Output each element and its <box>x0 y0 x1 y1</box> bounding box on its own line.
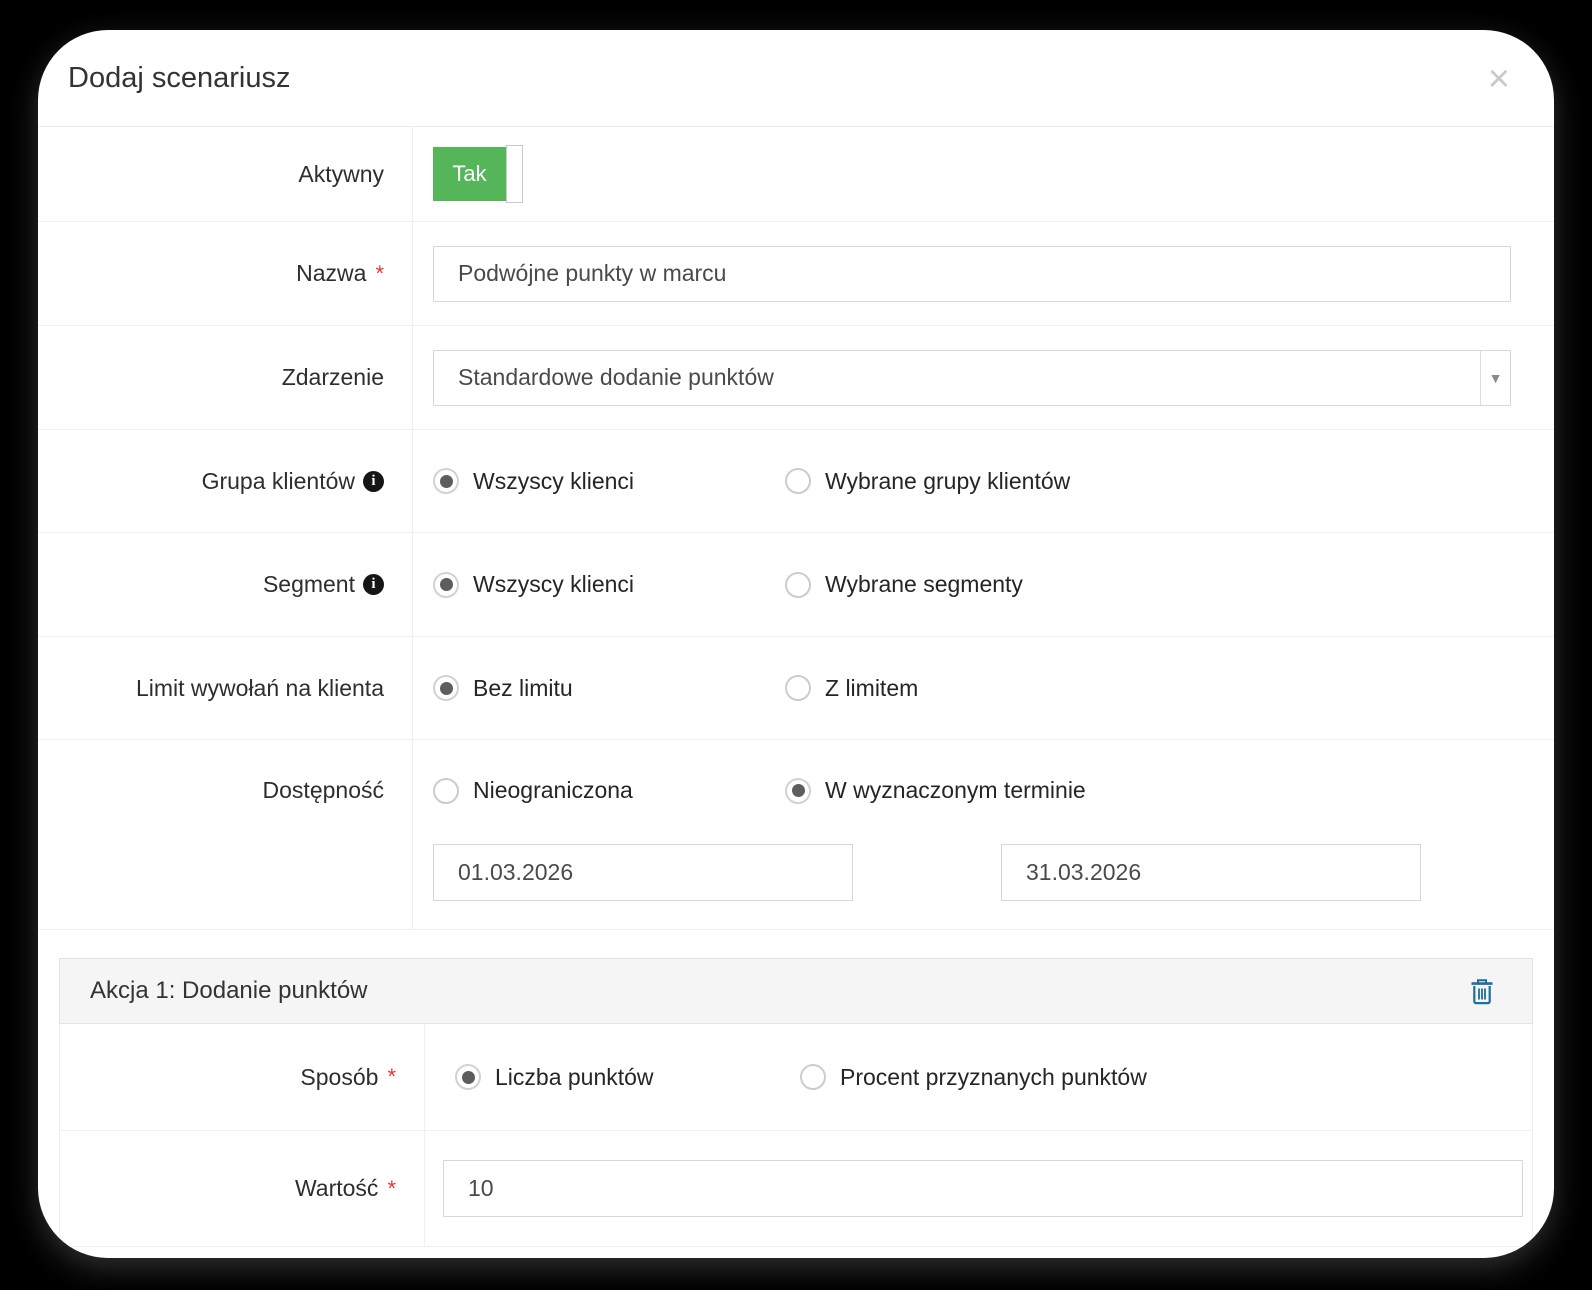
form-row-dostepnosc: Dostępność Nieograniczona W wyznaczonym … <box>38 740 1554 930</box>
action-row-wartosc: Wartość * <box>60 1131 1532 1247</box>
nazwa-input[interactable] <box>433 245 1511 302</box>
action-row-sposob: Sposób * Liczba punktów Procent przyznan… <box>60 1024 1532 1131</box>
action-table: Sposób * Liczba punktów Procent przyznan… <box>59 1024 1533 1247</box>
toggle-on-label: Tak <box>433 147 506 201</box>
radio-segment-wszyscy-klienci[interactable]: Wszyscy klienci <box>433 571 785 598</box>
radio-label: Wybrane segmenty <box>825 571 1023 597</box>
radio-w-wyznaczonym-terminie[interactable]: W wyznaczonym terminie <box>785 777 1086 804</box>
nazwa-label: Nazwa * <box>38 222 413 325</box>
radio-button-selected[interactable] <box>785 777 811 804</box>
action-header: Akcja 1: Dodanie punktów <box>59 958 1533 1024</box>
form-row-grupa-klientow: Grupa klientów i Wszyscy klienci Wybrane… <box>38 430 1554 533</box>
radio-label: Bez limitu <box>473 674 573 701</box>
radio-button[interactable] <box>785 675 811 701</box>
radio-nieograniczona[interactable]: Nieograniczona <box>433 777 785 804</box>
required-asterisk: * <box>375 260 384 286</box>
radio-procent-przyznanych-punktow[interactable]: Procent przyznanych punktów <box>800 1064 1147 1091</box>
wartosc-input[interactable] <box>443 1160 1523 1217</box>
radio-label: Wszyscy klienci <box>473 467 635 494</box>
radio-button-selected[interactable] <box>433 571 459 598</box>
wartosc-label: Wartość * <box>60 1131 425 1246</box>
nazwa-label-text: Nazwa <box>296 260 367 286</box>
radio-label: Liczba punktów <box>495 1063 654 1090</box>
radio-button[interactable] <box>785 571 811 598</box>
grupa-klientow-label-text: Grupa klientów <box>201 467 355 494</box>
radio-wybrane-segmenty[interactable]: Wybrane segmenty <box>785 571 1023 598</box>
sposob-label-text: Sposób <box>300 1063 379 1090</box>
action-section: Akcja 1: Dodanie punktów Sposób * <box>59 958 1533 1247</box>
radio-button-selected[interactable] <box>455 1064 481 1090</box>
segment-label: Segment i <box>38 533 413 636</box>
date-from-input[interactable] <box>433 844 853 901</box>
grupa-klientow-label: Grupa klientów i <box>38 430 413 532</box>
radio-label: Wszyscy klienci <box>473 571 635 597</box>
info-icon[interactable]: i <box>363 574 384 595</box>
chevron-down-icon: ▼ <box>1480 350 1510 405</box>
aktywny-label: Aktywny <box>38 127 413 221</box>
dostepnosc-label-text: Dostępność <box>262 777 384 803</box>
radio-button-selected[interactable] <box>433 468 459 494</box>
radio-label: Procent przyznanych punktów <box>840 1063 1147 1090</box>
action-header-title: Akcja 1: Dodanie punktów <box>90 977 368 1004</box>
radio-button-selected[interactable] <box>433 675 459 701</box>
zdarzenie-label: Zdarzenie <box>38 326 413 429</box>
form-row-aktywny: Aktywny Tak <box>38 127 1554 222</box>
modal-title: Dodaj scenariusz <box>68 61 291 94</box>
section-spacer <box>38 930 1554 958</box>
modal-header: Dodaj scenariusz × <box>38 30 1554 127</box>
aktywny-label-text: Aktywny <box>298 160 384 187</box>
info-icon[interactable]: i <box>363 470 384 492</box>
radio-wybrane-grupy-klientow[interactable]: Wybrane grupy klientów <box>785 468 1070 495</box>
form-row-limit-wywolan: Limit wywołań na klienta Bez limitu Z li… <box>38 637 1554 740</box>
radio-z-limitem[interactable]: Z limitem <box>785 675 918 702</box>
close-icon[interactable]: × <box>1487 58 1510 100</box>
radio-label: Wybrane grupy klientów <box>825 467 1071 494</box>
form-row-segment: Segment i Wszyscy klienci Wybrane segmen… <box>38 533 1554 637</box>
zdarzenie-label-text: Zdarzenie <box>281 364 384 390</box>
date-to-input[interactable] <box>1001 844 1421 901</box>
radio-button[interactable] <box>785 468 811 494</box>
zdarzenie-select[interactable]: Standardowe dodanie punktów ▼ <box>433 349 1511 406</box>
radio-label: W wyznaczonym terminie <box>825 777 1086 803</box>
radio-label: Z limitem <box>825 674 919 701</box>
zdarzenie-selected-value: Standardowe dodanie punktów <box>458 364 774 390</box>
form-row-zdarzenie: Zdarzenie Standardowe dodanie punktów ▼ <box>38 326 1554 430</box>
radio-label: Nieograniczona <box>473 777 633 803</box>
radio-liczba-punktow[interactable]: Liczba punktów <box>455 1064 800 1091</box>
radio-grupa-wszyscy-klienci[interactable]: Wszyscy klienci <box>433 468 785 495</box>
add-scenario-modal: Dodaj scenariusz × Aktywny Tak Nazwa * Z… <box>38 30 1554 1258</box>
segment-label-text: Segment <box>262 571 355 597</box>
form-row-nazwa: Nazwa * <box>38 222 1554 326</box>
radio-bez-limitu[interactable]: Bez limitu <box>433 675 785 702</box>
trash-icon[interactable] <box>1470 978 1494 1005</box>
limit-wywolan-label: Limit wywołań na klienta <box>38 637 413 739</box>
limit-wywolan-label-text: Limit wywołań na klienta <box>135 674 384 701</box>
radio-button[interactable] <box>433 777 459 804</box>
required-asterisk: * <box>387 1175 396 1201</box>
dostepnosc-label: Dostępność <box>38 740 413 929</box>
date-range <box>433 844 1421 901</box>
wartosc-label-text: Wartość <box>294 1175 379 1201</box>
radio-button[interactable] <box>800 1064 826 1090</box>
toggle-handle <box>506 145 523 203</box>
sposob-label: Sposób * <box>60 1024 425 1130</box>
aktywny-toggle[interactable]: Tak <box>433 145 523 203</box>
required-asterisk: * <box>387 1064 396 1089</box>
